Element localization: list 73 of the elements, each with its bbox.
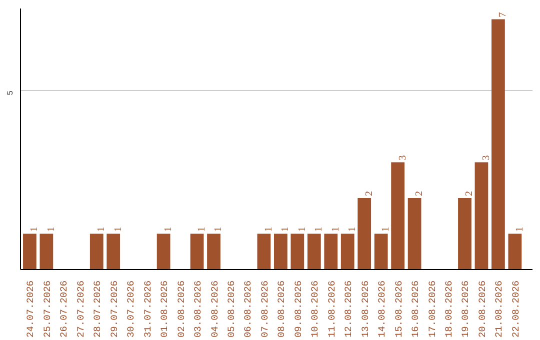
bar (190, 234, 204, 270)
bar (307, 234, 321, 270)
bar (492, 19, 505, 270)
x-tick-label: 24.07.2026 (25, 280, 36, 338)
bar (156, 234, 170, 270)
data-label: 1 (96, 226, 108, 232)
data-label: 2 (364, 190, 375, 196)
x-tick-label: 09.08.2026 (292, 280, 304, 338)
x-tick-label: 17.08.2026 (426, 280, 438, 338)
data-label: 7 (498, 12, 509, 18)
bar (408, 198, 422, 270)
data-label: 1 (112, 226, 124, 232)
x-tick-label: 03.08.2026 (192, 280, 204, 338)
x-tick-label: 20.08.2026 (476, 280, 488, 338)
x-tick-label: 14.08.2026 (376, 280, 388, 338)
bar (324, 234, 338, 270)
x-tick-label: 08.08.2026 (276, 280, 288, 338)
bar (106, 234, 120, 270)
x-tick-label: 07.08.2026 (259, 280, 270, 338)
data-label: 2 (464, 190, 476, 196)
x-tick-label: 29.07.2026 (108, 280, 120, 338)
x-tick-label: 18.08.2026 (444, 280, 455, 338)
data-label: 1 (196, 226, 208, 232)
x-tick-label: 15.08.2026 (393, 280, 404, 338)
data-label: 1 (347, 226, 358, 232)
x-tick-label: 04.08.2026 (209, 280, 220, 338)
bar (290, 234, 304, 270)
x-tick-label: 22.08.2026 (510, 280, 522, 338)
bar (358, 198, 372, 270)
x-tick-label: 25.07.2026 (42, 280, 53, 338)
bar (374, 234, 388, 270)
x-tick-label: 13.08.2026 (360, 280, 371, 338)
x-tick-label: 21.08.2026 (494, 280, 505, 338)
bar (23, 234, 36, 270)
data-label: 1 (213, 226, 224, 232)
bar (207, 234, 220, 270)
x-tick-label: 02.08.2026 (176, 280, 187, 338)
x-tick-label: 31.07.2026 (142, 280, 154, 338)
data-label: 1 (29, 226, 40, 232)
bar (90, 234, 104, 270)
data-label: 1 (263, 226, 274, 232)
y-tick-label: 5 (6, 90, 14, 96)
x-tick-label: 28.07.2026 (92, 280, 104, 338)
bar (508, 234, 522, 270)
x-tick-label: 12.08.2026 (343, 280, 354, 338)
x-tick-label: 06.08.2026 (242, 280, 254, 338)
data-label: 1 (314, 226, 325, 232)
data-label: 1 (46, 226, 57, 232)
x-tick-label: 30.07.2026 (126, 280, 137, 338)
data-label: 1 (163, 226, 174, 232)
x-tick-label: 01.08.2026 (159, 280, 170, 338)
data-label: 1 (280, 226, 292, 232)
data-label: 3 (480, 155, 492, 160)
x-tick-label: 10.08.2026 (310, 280, 321, 338)
x-tick-label: 19.08.2026 (460, 280, 472, 338)
bar (391, 162, 404, 270)
data-label: 3 (397, 155, 408, 160)
bar (257, 234, 271, 270)
bar (274, 234, 288, 270)
x-tick-label: 11.08.2026 (326, 280, 338, 338)
bar (458, 198, 472, 270)
bar (474, 162, 488, 270)
data-label: 1 (514, 226, 526, 232)
bar (340, 234, 354, 270)
bar (40, 234, 54, 270)
x-tick-label: 27.07.2026 (75, 280, 86, 338)
x-tick-label: 16.08.2026 (410, 280, 422, 338)
data-label: 1 (296, 226, 308, 232)
x-tick-label: 05.08.2026 (226, 280, 237, 338)
x-tick-label: 26.07.2026 (58, 280, 70, 338)
data-label: 1 (330, 226, 342, 232)
data-label: 2 (414, 190, 426, 196)
data-label: 1 (380, 226, 392, 232)
